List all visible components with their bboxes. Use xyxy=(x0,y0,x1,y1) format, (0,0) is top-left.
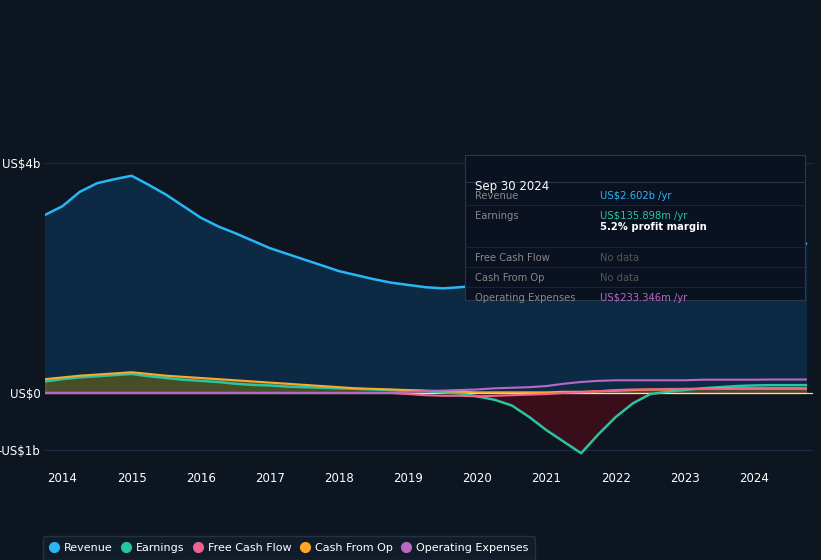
Text: US$233.346m /yr: US$233.346m /yr xyxy=(600,293,688,303)
Text: Revenue: Revenue xyxy=(475,191,518,201)
Text: Operating Expenses: Operating Expenses xyxy=(475,293,576,303)
Text: Earnings: Earnings xyxy=(475,211,519,221)
Text: US$135.898m /yr: US$135.898m /yr xyxy=(600,211,688,221)
Legend: Revenue, Earnings, Free Cash Flow, Cash From Op, Operating Expenses: Revenue, Earnings, Free Cash Flow, Cash … xyxy=(43,536,535,560)
Text: Cash From Op: Cash From Op xyxy=(475,273,544,283)
Text: US$2.602b /yr: US$2.602b /yr xyxy=(600,191,672,201)
Text: Free Cash Flow: Free Cash Flow xyxy=(475,253,549,263)
Text: No data: No data xyxy=(600,273,640,283)
Text: 5.2% profit margin: 5.2% profit margin xyxy=(600,222,707,232)
Text: No data: No data xyxy=(600,253,640,263)
Text: Sep 30 2024: Sep 30 2024 xyxy=(475,180,549,193)
